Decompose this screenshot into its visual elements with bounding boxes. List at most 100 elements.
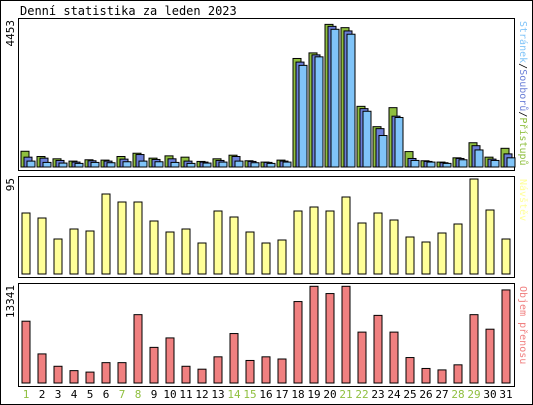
bar-kbytes-day-31 (501, 289, 511, 384)
bar-stránek-day-21 (346, 33, 356, 168)
day-label-1: 1 (23, 388, 30, 401)
bar-kbytes-day-4 (69, 370, 79, 384)
day-label-18: 18 (291, 388, 304, 401)
day-label-5: 5 (87, 388, 94, 401)
bar-visits-day-1 (21, 212, 31, 275)
bar-stránek-day-19 (314, 56, 324, 168)
bar-kbytes-day-18 (293, 301, 303, 384)
y-max-label: 95 (4, 178, 17, 191)
bar-kbytes-day-3 (53, 365, 63, 384)
bar-visits-day-6 (101, 193, 111, 275)
bar-visits-day-24 (389, 219, 399, 275)
bar-stránek-day-23 (378, 135, 388, 168)
bar-stránek-day-8 (138, 160, 148, 168)
bar-kbytes-day-14 (229, 333, 239, 384)
bar-kbytes-day-7 (117, 362, 127, 384)
bar-visits-day-2 (37, 217, 47, 275)
bar-stránek-day-9 (154, 161, 164, 168)
bar-visits-day-30 (485, 209, 495, 275)
bar-stránek-day-13 (218, 161, 228, 168)
day-label-17: 17 (275, 388, 288, 401)
day-label-12: 12 (195, 388, 208, 401)
bar-kbytes-day-22 (357, 331, 367, 384)
bar-kbytes-day-9 (149, 346, 159, 384)
panel-hits-files-pages: 4453 Stránek/Souborů/Přístupů (4, 18, 529, 171)
bar-visits-day-17 (277, 239, 287, 275)
bar-visits-day-12 (197, 242, 207, 275)
bar-stránek-day-28 (458, 159, 468, 168)
bar-stránek-day-12 (202, 162, 212, 168)
bar-visits-day-28 (453, 223, 463, 275)
bar-visits-day-9 (149, 220, 159, 275)
bar-kbytes-day-5 (85, 371, 95, 384)
bar-stránek-day-7 (122, 161, 132, 168)
legend: Návštěv (517, 179, 529, 221)
bar-visits-day-8 (133, 201, 143, 275)
bar-stránek-day-22 (362, 110, 372, 168)
bar-stránek-day-31 (506, 157, 516, 168)
day-label-16: 16 (259, 388, 272, 401)
bar-kbytes-day-11 (181, 365, 191, 384)
bar-visits-day-26 (421, 241, 431, 275)
bar-stránek-day-14 (234, 160, 244, 168)
bar-visits-day-22 (357, 222, 367, 275)
bar-stránek-day-16 (266, 162, 276, 168)
bar-visits-day-23 (373, 212, 383, 275)
legend-separator: / (517, 111, 528, 117)
day-label-26: 26 (419, 388, 432, 401)
bar-visits-day-10 (165, 231, 175, 275)
bar-stránek-day-1 (26, 160, 36, 168)
bar-visits-day-27 (437, 232, 447, 275)
day-label-15: 15 (243, 388, 256, 401)
day-label-10: 10 (163, 388, 176, 401)
bar-visits-day-11 (181, 228, 191, 275)
day-label-13: 13 (211, 388, 224, 401)
bar-kbytes-day-13 (213, 356, 223, 384)
bar-visits-day-18 (293, 210, 303, 275)
bar-kbytes-day-26 (421, 367, 431, 384)
day-labels: 1 2 3 4 5 6 7 8 9 10 11 12 13 14 15 16 17 18 19 20 21 22 23 24 2… (23, 388, 513, 401)
bar-stránek-day-2 (42, 161, 52, 168)
bar-visits-day-14 (229, 216, 239, 275)
bar-kbytes-day-16 (261, 356, 271, 384)
bar-kbytes-day-10 (165, 337, 175, 384)
bar-visits-day-16 (261, 242, 271, 275)
bar-kbytes-day-2 (37, 353, 47, 384)
bar-stránek-day-3 (58, 162, 68, 168)
day-label-3: 3 (55, 388, 62, 401)
bar-visits-day-31 (501, 238, 511, 275)
bar-visits-day-4 (69, 228, 79, 275)
day-label-8: 8 (135, 388, 142, 401)
legend-entry: Přístupů (517, 117, 529, 165)
bar-stránek-day-15 (250, 162, 260, 168)
panel-visits: 95 Návštěv (4, 176, 529, 278)
legend-entry: Návštěv (517, 179, 529, 221)
bar-stránek-day-18 (298, 64, 308, 168)
bar-stránek-day-30 (490, 159, 500, 168)
legend-entry: Souborů (517, 69, 529, 111)
day-label-28: 28 (451, 388, 464, 401)
bar-kbytes-day-27 (437, 369, 447, 384)
legend-entry: Objem přenosu (517, 286, 529, 364)
bar-kbytes-day-21 (341, 285, 351, 384)
bar-kbytes-day-28 (453, 364, 463, 384)
bar-visits-day-29 (469, 178, 479, 275)
bar-stránek-day-20 (330, 28, 340, 168)
legend-entry: Stránek (517, 21, 529, 63)
legend-separator: / (517, 63, 528, 69)
bar-kbytes-day-1 (21, 320, 31, 384)
bar-visits-day-15 (245, 231, 255, 275)
bar-stránek-day-24 (394, 116, 404, 168)
y-max-label: 13341 (4, 285, 17, 318)
day-label-29: 29 (467, 388, 480, 401)
panel-kbytes: 13341 Objem přenosu (4, 283, 529, 387)
bar-stránek-day-27 (442, 162, 452, 168)
bar-kbytes-day-15 (245, 359, 255, 384)
bar-stránek-day-4 (74, 162, 84, 168)
bar-stránek-day-17 (282, 161, 292, 168)
bar-kbytes-day-29 (469, 314, 479, 384)
day-label-4: 4 (71, 388, 78, 401)
y-max-label: 4453 (4, 20, 17, 47)
bar-kbytes-day-12 (197, 368, 207, 384)
bar-kbytes-day-25 (405, 357, 415, 384)
